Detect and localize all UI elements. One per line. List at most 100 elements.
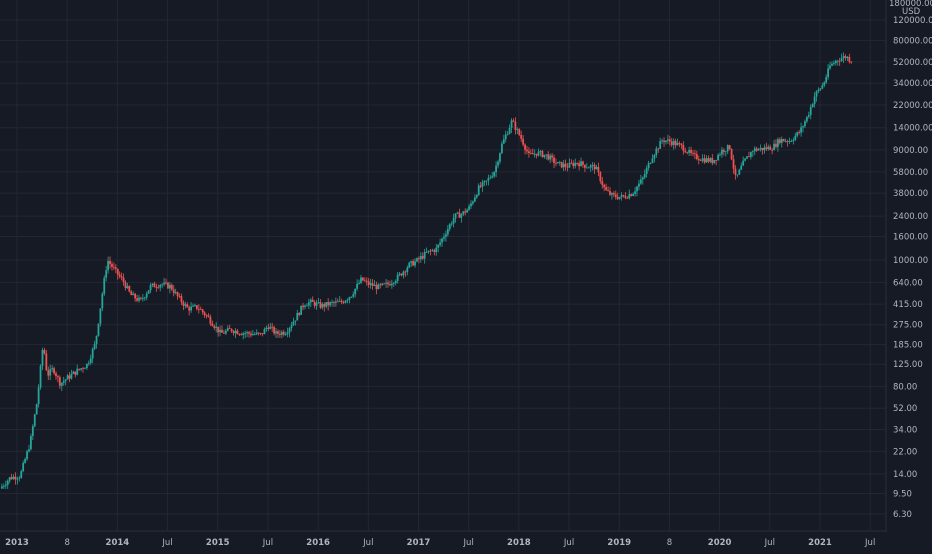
candle-down — [547, 154, 550, 160]
candle-down — [765, 147, 768, 150]
candle-down — [205, 315, 208, 316]
candle-up — [251, 334, 254, 336]
candle-up — [76, 368, 79, 375]
candle-up — [244, 333, 247, 335]
candle-up — [545, 154, 548, 156]
candle-up — [435, 247, 438, 252]
candle-up — [307, 302, 310, 306]
candle-up — [574, 162, 577, 167]
candle-down — [798, 132, 801, 133]
candle-up — [688, 149, 691, 153]
candle-down — [400, 273, 403, 276]
candle-up — [315, 302, 318, 306]
candle-up — [60, 382, 63, 386]
time-tick-label: 2021 — [808, 538, 832, 548]
candle-down — [167, 282, 169, 289]
time-tick-label: Jul — [161, 538, 172, 548]
candle-down — [520, 134, 523, 139]
price-tick-label: 6.30 — [893, 510, 912, 520]
candle-up — [487, 178, 490, 181]
grid-lines — [0, 0, 886, 531]
candle-down — [421, 256, 424, 259]
candle-up — [49, 369, 52, 376]
candle-up — [18, 477, 21, 479]
candle-down — [412, 261, 414, 266]
candle-up — [184, 304, 187, 306]
time-axis-labels: 2013 8 2014 Jul 2015 Jul 2016 Jul 2017 Jul 2018 Jul… — [5, 538, 875, 548]
candle-down — [722, 149, 725, 152]
candle-down — [323, 303, 326, 307]
candle-up — [163, 282, 165, 285]
candle-up — [300, 305, 303, 315]
candle-up — [811, 103, 814, 108]
candle-up — [174, 292, 177, 294]
candle-down — [555, 162, 557, 164]
time-tick-label: 8 — [64, 538, 69, 548]
candle-up — [796, 132, 799, 136]
candle-down — [678, 142, 681, 144]
price-axis[interactable] — [887, 0, 932, 531]
candle-up — [591, 164, 594, 166]
candle-up — [466, 209, 469, 213]
candle-up — [16, 478, 19, 480]
candle-up — [620, 195, 623, 197]
candle-up — [2, 485, 5, 487]
candle-up — [26, 451, 28, 460]
candle-up — [726, 145, 729, 152]
candle-down — [109, 260, 111, 264]
candle-up — [87, 362, 90, 364]
candle-up — [89, 358, 92, 363]
candle-up — [452, 218, 455, 224]
candle-down — [228, 328, 231, 329]
price-tick-label: 52000.00 — [893, 58, 932, 68]
candle-down — [170, 284, 173, 290]
candle-down — [211, 323, 214, 326]
candle-down — [429, 250, 432, 252]
candle-down — [267, 327, 270, 329]
candle-down — [197, 308, 200, 310]
candle-down — [663, 140, 665, 143]
candle-up — [358, 282, 360, 284]
candle-down — [375, 284, 378, 290]
candle-up — [815, 91, 818, 97]
candle-up — [502, 139, 505, 144]
candle-down — [707, 158, 710, 162]
time-tick-label: Jul — [362, 538, 373, 548]
candle-down — [134, 293, 137, 299]
candle-up — [672, 140, 675, 145]
candle-up — [161, 284, 164, 286]
candle-down — [53, 368, 55, 374]
candlestick-series — [1, 52, 853, 490]
price-tick-label: 22.00 — [893, 447, 917, 457]
candle-down — [755, 148, 758, 151]
candle-up — [763, 147, 766, 151]
candle-down — [188, 307, 191, 311]
candle-up — [334, 301, 337, 303]
candle-up — [827, 68, 830, 78]
price-axis-labels: 120000.00 80000.00 52000.00 34000.00 22000.0… — [893, 16, 932, 520]
candle-down — [728, 145, 731, 150]
candle-down — [771, 149, 774, 151]
candle-up — [821, 85, 824, 89]
candle-up — [446, 229, 449, 235]
candle-down — [626, 197, 629, 199]
candle-up — [661, 140, 664, 142]
candle-up — [149, 285, 152, 291]
candle-up — [595, 167, 598, 170]
candle-down — [232, 331, 235, 334]
candle-down — [541, 151, 544, 157]
candle-up — [51, 368, 54, 370]
price-tick-label: 52.00 — [893, 404, 917, 414]
candle-down — [734, 168, 737, 175]
candle-down — [730, 149, 733, 160]
candle-down — [140, 297, 142, 299]
candle-up — [408, 262, 411, 268]
candle-up — [800, 127, 802, 133]
candle-up — [473, 197, 476, 202]
candle-up — [804, 121, 806, 127]
candle-down — [850, 61, 853, 63]
time-axis[interactable] — [0, 532, 887, 550]
candle-up — [717, 154, 719, 161]
